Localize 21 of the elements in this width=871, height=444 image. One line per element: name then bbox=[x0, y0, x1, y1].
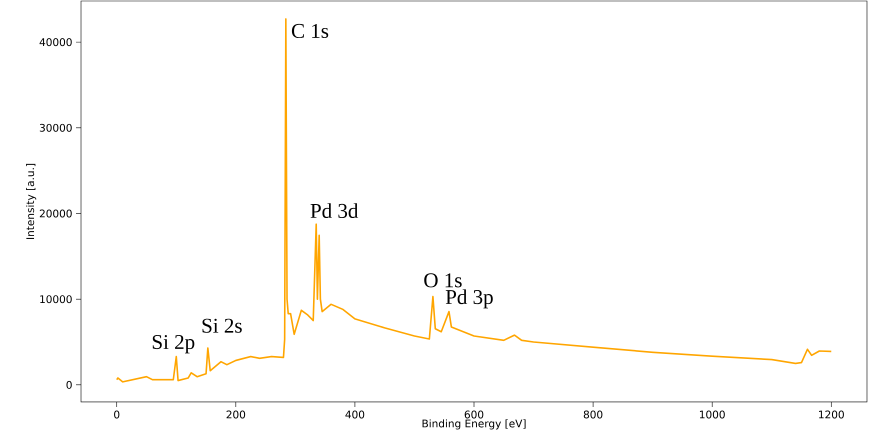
x-tick-label: 1000 bbox=[700, 410, 725, 418]
x-tick-label: 200 bbox=[226, 410, 246, 418]
annotation: C 1s bbox=[292, 24, 328, 38]
x-tick-label: 0 bbox=[114, 410, 120, 418]
x-tick-label: 400 bbox=[345, 410, 364, 418]
annotation: Si 2s bbox=[202, 318, 242, 333]
y-axis-title: Intensity [a.u.] bbox=[26, 164, 36, 239]
x-tick-label: 800 bbox=[584, 410, 602, 418]
annotation: Pd 3p bbox=[446, 289, 493, 308]
x-tick-label: 600 bbox=[464, 410, 484, 418]
x-tick-label: 1200 bbox=[819, 410, 844, 418]
annotation: O 1s bbox=[424, 273, 462, 288]
x-axis-title: Binding Energy [eV] bbox=[422, 419, 526, 430]
y-tick-label: 20000 bbox=[40, 210, 72, 218]
annotation: Si 2p bbox=[152, 334, 194, 354]
y-tick-label: 0 bbox=[66, 380, 72, 389]
y-tick-label: 30000 bbox=[40, 124, 72, 132]
annotation: Pd 3d bbox=[310, 203, 358, 218]
y-tick-label: 40000 bbox=[40, 38, 72, 46]
y-tick-label: 10000 bbox=[40, 295, 72, 304]
line-series bbox=[116, 18, 832, 383]
